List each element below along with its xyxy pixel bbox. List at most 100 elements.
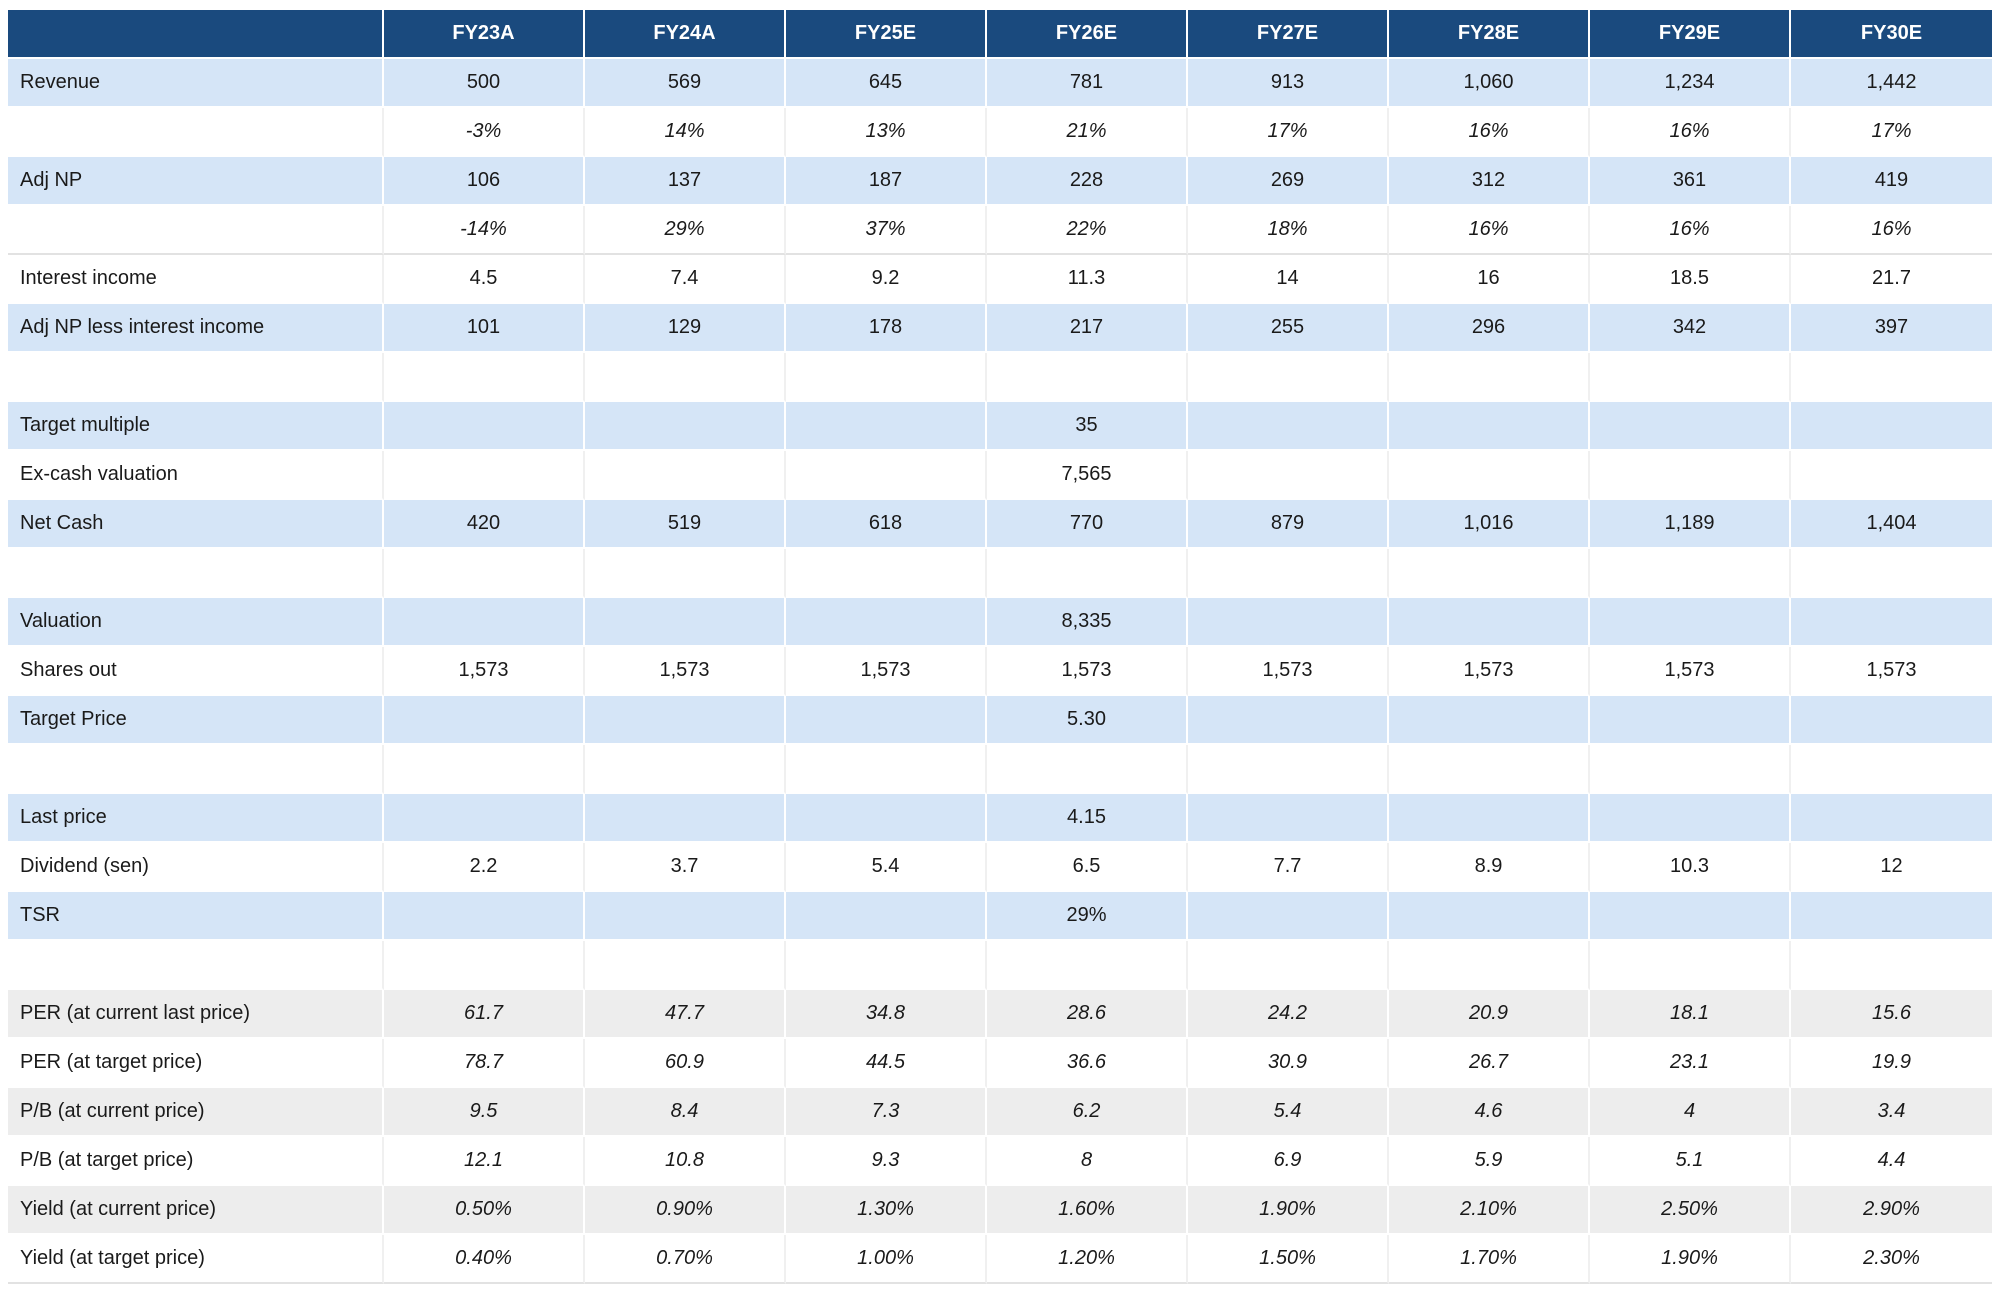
table-row: Dividend (sen) 2.2 3.7 5.4 6.5 7.7 8.9 10.3 12 [8, 843, 1992, 892]
cell: 0.40% [384, 1235, 585, 1284]
cell: 1.00% [786, 1235, 987, 1284]
cell [987, 549, 1188, 598]
cell: 1,573 [585, 647, 786, 696]
cell [585, 598, 786, 647]
cell [585, 892, 786, 941]
table-row [8, 745, 1992, 794]
table-row: Adj NP 106 137 187 228 269 312 361 419 [8, 157, 1992, 206]
cell: 645 [786, 59, 987, 108]
cell: 6.2 [987, 1088, 1188, 1137]
cell [384, 892, 585, 941]
cell: 18% [1188, 206, 1389, 255]
row-label: Target multiple [8, 402, 384, 451]
cell: 1,573 [1590, 647, 1791, 696]
cell: 17% [1188, 108, 1389, 157]
row-label [8, 353, 384, 402]
cell: 1,573 [786, 647, 987, 696]
column-header: FY28E [1389, 10, 1590, 59]
cell: 35 [987, 402, 1188, 451]
cell: 9.3 [786, 1137, 987, 1186]
cell: 5.9 [1389, 1137, 1590, 1186]
table-row: Ex-cash valuation 7,565 [8, 451, 1992, 500]
row-label: Target Price [8, 696, 384, 745]
cell [786, 451, 987, 500]
table-row: Yield (at current price) 0.50% 0.90% 1.30% 1… [8, 1186, 1992, 1235]
cell [1188, 941, 1389, 990]
cell: 1,573 [1791, 647, 1992, 696]
cell [585, 941, 786, 990]
cell: 29% [987, 892, 1188, 941]
cell [1791, 696, 1992, 745]
cell: 14% [585, 108, 786, 157]
cell: 29% [585, 206, 786, 255]
cell: 13% [786, 108, 987, 157]
column-header: FY23A [384, 10, 585, 59]
cell [786, 696, 987, 745]
column-header: FY24A [585, 10, 786, 59]
cell [1389, 549, 1590, 598]
cell: 569 [585, 59, 786, 108]
cell [786, 745, 987, 794]
table-row [8, 353, 1992, 402]
cell: 1.20% [987, 1235, 1188, 1284]
cell: 20.9 [1389, 990, 1590, 1039]
column-header: FY30E [1791, 10, 1992, 59]
row-label: Shares out [8, 647, 384, 696]
cell [1590, 451, 1791, 500]
cell: 8,335 [987, 598, 1188, 647]
table-row: Target Price 5.30 [8, 696, 1992, 745]
row-label: Revenue [8, 59, 384, 108]
cell: 61.7 [384, 990, 585, 1039]
column-header: FY29E [1590, 10, 1791, 59]
cell: 47.7 [585, 990, 786, 1039]
cell: 19.9 [1791, 1039, 1992, 1088]
cell: 11.3 [987, 255, 1188, 304]
cell: 781 [987, 59, 1188, 108]
cell: 1,189 [1590, 500, 1791, 549]
cell: 7.4 [585, 255, 786, 304]
cell: 3.7 [585, 843, 786, 892]
table-row: Last price 4.15 [8, 794, 1992, 843]
cell: 37% [786, 206, 987, 255]
cell: 419 [1791, 157, 1992, 206]
row-label: Net Cash [8, 500, 384, 549]
cell [987, 353, 1188, 402]
table-row: Valuation 8,335 [8, 598, 1992, 647]
row-label: PER (at target price) [8, 1039, 384, 1088]
cell [786, 892, 987, 941]
cell: -3% [384, 108, 585, 157]
cell: 137 [585, 157, 786, 206]
table-header-row: FY23A FY24A FY25E FY26E FY27E FY28E FY29E FY30E [8, 10, 1992, 59]
cell: 24.2 [1188, 990, 1389, 1039]
cell: 1.90% [1188, 1186, 1389, 1235]
cell [1389, 745, 1590, 794]
cell: 78.7 [384, 1039, 585, 1088]
cell [1791, 941, 1992, 990]
cell: 2.10% [1389, 1186, 1590, 1235]
header-corner-cell [8, 10, 384, 59]
cell: 397 [1791, 304, 1992, 353]
cell: 16% [1590, 108, 1791, 157]
cell [1389, 451, 1590, 500]
cell [384, 451, 585, 500]
cell: 16% [1389, 108, 1590, 157]
cell: 12.1 [384, 1137, 585, 1186]
table-row [8, 941, 1992, 990]
cell: 22% [987, 206, 1188, 255]
cell: 17% [1791, 108, 1992, 157]
cell: 519 [585, 500, 786, 549]
cell [1791, 353, 1992, 402]
cell: 1,060 [1389, 59, 1590, 108]
cell: 106 [384, 157, 585, 206]
cell [585, 794, 786, 843]
cell: 10.8 [585, 1137, 786, 1186]
cell: 18.1 [1590, 990, 1791, 1039]
cell: 34.8 [786, 990, 987, 1039]
cell [1188, 451, 1389, 500]
cell: 16 [1389, 255, 1590, 304]
cell [1590, 745, 1791, 794]
cell [987, 941, 1188, 990]
table-row: Net Cash 420 519 618 770 879 1,016 1,189 1,404 [8, 500, 1992, 549]
table-body: Revenue 500 569 645 781 913 1,060 1,234 1,442 -3%… [8, 59, 1992, 1284]
cell: 8.4 [585, 1088, 786, 1137]
